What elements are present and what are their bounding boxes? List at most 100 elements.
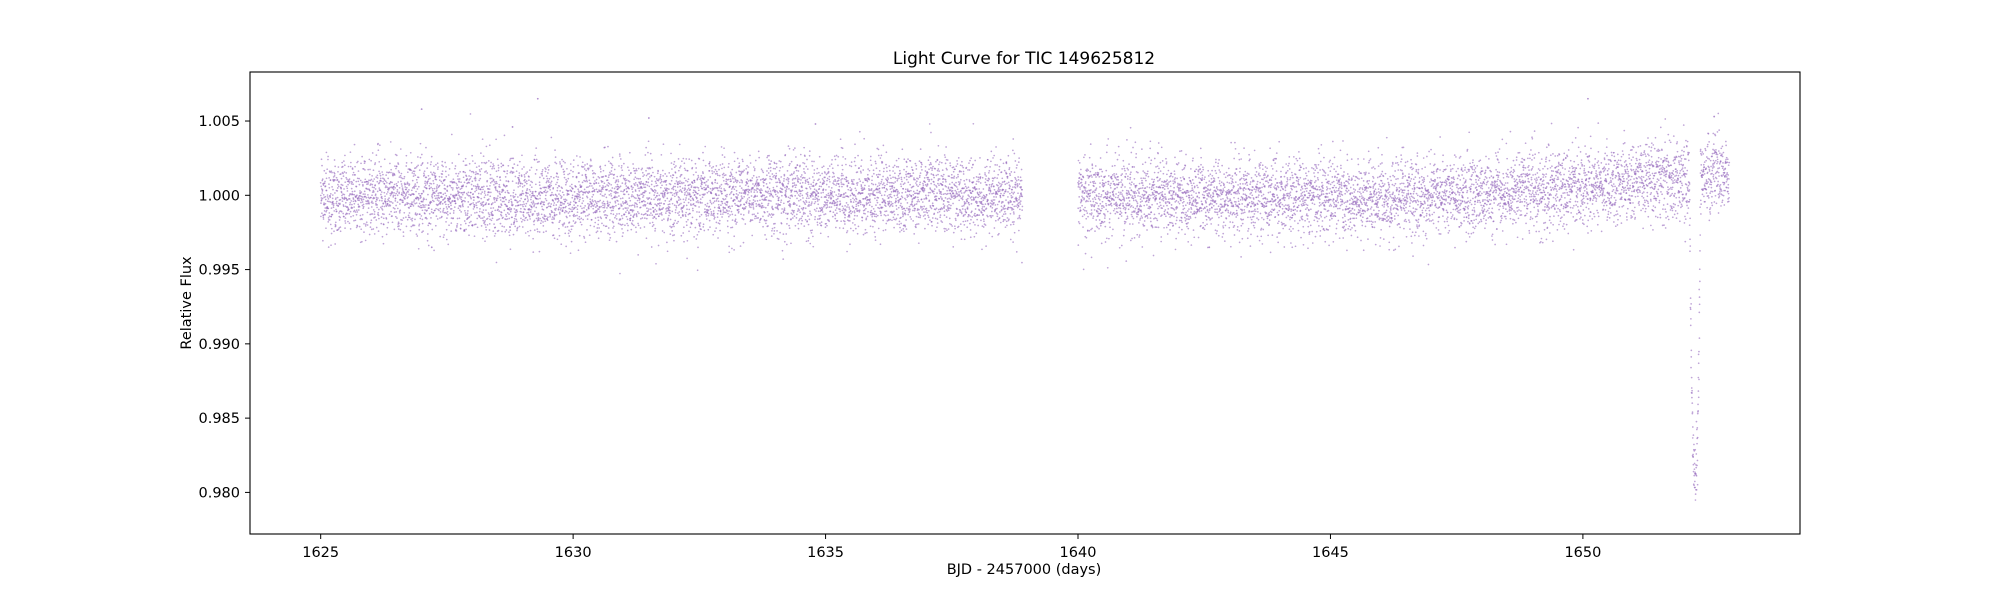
data-point xyxy=(493,183,495,186)
data-point xyxy=(332,188,334,191)
data-point xyxy=(645,146,647,149)
data-point xyxy=(896,193,899,195)
data-point xyxy=(436,194,438,197)
data-point xyxy=(459,197,461,199)
data-point xyxy=(485,209,487,211)
data-point xyxy=(452,212,455,214)
data-point xyxy=(849,209,852,212)
data-point xyxy=(768,154,770,157)
data-point xyxy=(733,151,736,154)
data-point xyxy=(471,160,474,162)
data-point xyxy=(370,206,373,208)
data-point xyxy=(743,169,745,172)
data-point xyxy=(636,185,639,187)
data-point xyxy=(648,185,651,188)
data-point xyxy=(651,180,653,182)
data-point xyxy=(892,216,895,219)
data-point xyxy=(715,227,718,229)
data-point xyxy=(621,235,624,238)
data-point xyxy=(365,221,368,224)
data-point xyxy=(349,210,352,213)
data-point xyxy=(360,228,363,231)
data-point xyxy=(462,176,465,179)
data-point xyxy=(808,205,811,207)
data-point xyxy=(505,215,508,218)
data-point xyxy=(486,194,489,196)
data-point xyxy=(619,185,622,188)
data-point xyxy=(344,227,346,229)
data-point xyxy=(576,211,579,214)
data-point xyxy=(396,184,398,187)
data-point xyxy=(889,174,891,177)
data-point xyxy=(621,169,624,172)
data-point xyxy=(920,198,923,201)
data-point xyxy=(751,219,754,221)
data-point xyxy=(843,183,845,186)
data-point xyxy=(631,204,634,207)
data-point xyxy=(844,192,847,194)
data-point xyxy=(343,193,346,196)
data-point xyxy=(362,203,365,206)
data-point xyxy=(905,178,908,181)
data-point xyxy=(398,222,400,225)
data-point xyxy=(530,208,532,211)
data-point xyxy=(539,194,542,197)
data-point xyxy=(383,179,386,182)
data-point xyxy=(574,215,577,217)
data-point xyxy=(831,176,834,178)
data-point xyxy=(568,221,571,224)
data-point xyxy=(612,209,614,212)
data-point xyxy=(457,186,460,189)
data-point xyxy=(911,200,914,202)
data-point xyxy=(393,191,395,194)
data-point xyxy=(683,204,685,207)
data-point xyxy=(913,232,916,235)
data-point xyxy=(427,244,430,247)
data-point xyxy=(759,179,762,181)
data-point xyxy=(903,182,906,184)
data-point xyxy=(779,181,782,184)
data-point xyxy=(555,194,557,196)
data-point xyxy=(610,195,613,197)
data-point xyxy=(438,209,440,212)
data-point xyxy=(791,182,794,185)
data-point xyxy=(833,180,835,182)
data-point xyxy=(837,164,839,167)
data-point xyxy=(902,213,905,216)
data-point xyxy=(375,226,378,229)
data-point xyxy=(512,167,514,169)
data-point xyxy=(413,187,416,189)
data-point xyxy=(572,170,574,173)
data-point xyxy=(779,180,781,182)
data-point xyxy=(877,148,880,151)
data-point xyxy=(800,217,803,220)
data-point xyxy=(794,203,796,205)
data-point xyxy=(696,211,698,213)
data-point xyxy=(861,192,864,194)
data-point xyxy=(540,219,543,222)
data-point xyxy=(853,199,856,201)
data-point xyxy=(752,204,754,206)
data-point xyxy=(658,178,660,181)
data-point xyxy=(659,182,662,184)
data-point xyxy=(566,225,569,228)
data-point xyxy=(468,221,471,224)
data-point xyxy=(504,191,507,194)
data-point xyxy=(542,225,545,227)
data-point xyxy=(727,212,729,215)
data-point xyxy=(747,180,750,182)
data-point xyxy=(326,205,329,208)
data-point xyxy=(726,220,729,222)
data-point xyxy=(809,212,812,215)
data-point xyxy=(549,188,552,191)
data-point xyxy=(409,229,412,232)
data-point xyxy=(708,170,711,172)
data-point xyxy=(511,157,513,160)
data-point xyxy=(819,232,822,235)
data-point xyxy=(460,211,462,213)
data-point xyxy=(559,189,561,192)
data-point xyxy=(627,207,629,209)
data-point xyxy=(385,233,388,236)
data-point xyxy=(757,217,760,219)
data-point xyxy=(628,197,631,199)
